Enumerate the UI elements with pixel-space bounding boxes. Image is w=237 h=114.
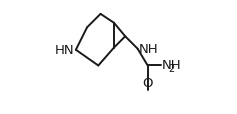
Text: O: O <box>142 76 153 89</box>
Text: NH: NH <box>162 58 181 71</box>
Text: 2: 2 <box>168 64 174 74</box>
Text: HN: HN <box>55 44 75 57</box>
Text: NH: NH <box>139 43 158 56</box>
